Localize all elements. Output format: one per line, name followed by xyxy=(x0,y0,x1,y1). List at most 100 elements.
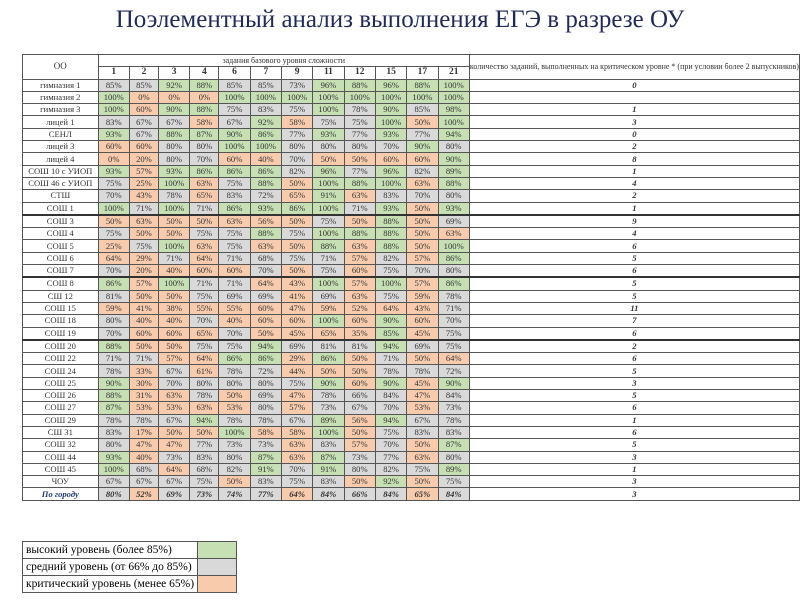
score-cell: 75% xyxy=(218,103,251,117)
score-cell: 71% xyxy=(374,352,408,366)
score-cell: 86% xyxy=(437,251,470,266)
legend-swatch xyxy=(197,558,238,576)
score-cell: 70% xyxy=(374,401,408,415)
score-cell: 57% xyxy=(343,276,376,291)
score-cell: 88% xyxy=(343,176,376,191)
score-cell: 45% xyxy=(406,326,439,341)
score-cell: 100% xyxy=(437,78,470,92)
table-row: СОШ 25 90% 30% 70% 80% 80% 80% 75% 90% 60% 90% 45% 9… xyxy=(22,376,800,391)
score-cell: 80% xyxy=(280,140,314,154)
school-name: СОШ 3 xyxy=(22,213,99,229)
score-cell: 52% xyxy=(343,301,376,316)
school-name: СОШ 5 xyxy=(22,239,99,253)
score-cell: 50% xyxy=(343,152,376,166)
score-cell: 71% xyxy=(218,251,251,266)
critical-count-cell: 5 xyxy=(468,438,800,452)
school-name: СОШ 29 xyxy=(22,413,99,427)
critical-count-cell: 3 xyxy=(468,475,800,489)
table-row: СОШ 1 100% 71% 100% 71% 86% 93% 86% 100% 71% 93% 50… xyxy=(22,201,800,216)
score-cell: 90% xyxy=(406,140,439,154)
score-cell: 90% xyxy=(374,314,408,328)
table-row: СОШ 19 70% 60% 60% 65% 70% 50% 45% 65% 35% 85% 45% 7… xyxy=(22,326,800,341)
critical-count-cell: 2 xyxy=(468,140,800,154)
score-cell: 29% xyxy=(128,251,159,266)
score-cell: 85% xyxy=(97,78,130,92)
score-cell: 75% xyxy=(128,239,159,253)
score-cell: 88% xyxy=(189,103,220,117)
score-cell: 47% xyxy=(280,301,314,316)
score-cell: 83% xyxy=(312,475,345,489)
score-cell: 88% xyxy=(97,338,130,354)
score-cell: 93% xyxy=(97,450,130,464)
score-cell: 90% xyxy=(97,376,130,391)
score-cell: 50% xyxy=(312,364,345,378)
score-cell: 71% xyxy=(312,251,345,266)
score-cell: 71% xyxy=(189,276,220,291)
score-cell: 88% xyxy=(189,78,220,92)
score-cell: 89% xyxy=(312,413,345,427)
results-table-container: ОО задания базового уровня сложности кол… xyxy=(22,53,800,501)
score-cell: 60% xyxy=(249,314,282,328)
header-task-7: 7 xyxy=(249,66,282,80)
score-cell: 75% xyxy=(189,338,220,354)
score-cell: 98% xyxy=(437,103,470,117)
school-name: гимназия 2 xyxy=(22,90,99,105)
score-cell: 65% xyxy=(280,189,314,203)
score-cell: 64% xyxy=(157,462,191,477)
score-cell: 80% xyxy=(97,438,130,452)
legend-row: высокий уровень (более 85%) xyxy=(21,541,238,559)
score-cell: 53% xyxy=(128,401,159,415)
score-cell: 90% xyxy=(218,127,251,142)
score-cell: 78% xyxy=(249,413,282,427)
score-cell: 59% xyxy=(312,301,345,316)
score-cell: 81% xyxy=(97,289,130,303)
score-cell: 60% xyxy=(343,376,376,391)
score-cell: 100% xyxy=(343,90,376,105)
score-cell: 64% xyxy=(189,352,220,366)
table-row: гимназия 1 85% 85% 92% 88% 85% 85% 73% 96% 88% 96%… xyxy=(22,78,800,92)
legend-row: критический уровень (менее 65%) xyxy=(21,575,238,593)
score-cell: 60% xyxy=(128,326,159,341)
score-cell: 56% xyxy=(249,213,282,229)
score-cell: 71% xyxy=(218,276,251,291)
score-cell: 84% xyxy=(312,487,345,501)
score-cell: 65% xyxy=(189,189,220,203)
score-cell: 67% xyxy=(157,115,191,129)
score-cell: 80% xyxy=(312,140,345,154)
score-cell: 85% xyxy=(128,78,159,92)
score-cell: 63% xyxy=(218,213,251,229)
score-cell: 100% xyxy=(312,314,345,328)
score-cell: 100% xyxy=(437,115,470,129)
table-row: СОШ 24 78% 33% 67% 61% 78% 72% 44% 50% 50% 78% 78% 7… xyxy=(22,364,800,378)
score-cell: 90% xyxy=(437,376,470,391)
score-cell: 50% xyxy=(406,352,439,366)
score-cell: 100% xyxy=(437,90,470,105)
score-cell: 100% xyxy=(406,90,439,105)
critical-count-cell: 6 xyxy=(468,352,800,366)
score-cell: 71% xyxy=(97,352,130,366)
score-cell: 80% xyxy=(249,401,282,415)
score-cell: 96% xyxy=(374,78,408,92)
score-cell: 67% xyxy=(97,475,130,489)
score-cell: 69% xyxy=(157,487,191,501)
score-cell: 93% xyxy=(312,127,345,142)
score-cell: 50% xyxy=(280,239,314,253)
score-cell: 93% xyxy=(97,164,130,178)
score-cell: 83% xyxy=(97,425,130,440)
score-cell: 75% xyxy=(218,239,251,253)
score-cell: 70% xyxy=(218,326,251,341)
score-cell: 87% xyxy=(437,438,470,452)
score-cell: 68% xyxy=(189,462,220,477)
score-cell: 80% xyxy=(437,189,470,203)
score-cell: 50% xyxy=(406,438,439,452)
score-cell: 66% xyxy=(343,389,376,403)
score-cell: 50% xyxy=(343,425,376,440)
results-table: ОО задания базового уровня сложности кол… xyxy=(22,53,800,501)
score-cell: 100% xyxy=(312,201,345,216)
table-row: СОШ 6 64% 29% 71% 64% 71% 68% 75% 71% 57% 82% 57% 86… xyxy=(22,251,800,266)
score-cell: 40% xyxy=(157,264,191,278)
score-cell: 47% xyxy=(406,389,439,403)
score-cell: 86% xyxy=(280,201,314,216)
table-row: СОШ 46 с УИОП 75% 25% 100% 63% 75% 88% 50% 100% 8… xyxy=(22,176,800,191)
school-name: СОШ 7 xyxy=(22,264,99,278)
